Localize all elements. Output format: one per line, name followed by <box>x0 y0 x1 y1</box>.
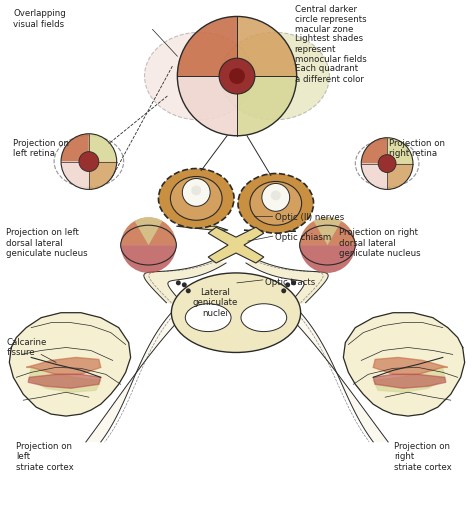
Wedge shape <box>121 245 176 273</box>
Wedge shape <box>361 164 387 189</box>
Circle shape <box>285 282 290 287</box>
Text: Projection on left
dorsal lateral
geniculate nucleus: Projection on left dorsal lateral genicu… <box>6 228 88 258</box>
Wedge shape <box>237 76 297 136</box>
Ellipse shape <box>250 181 301 225</box>
Polygon shape <box>176 226 228 230</box>
Polygon shape <box>373 367 445 392</box>
Text: Lightest shades
represent
monocular fields: Lightest shades represent monocular fiel… <box>295 35 366 64</box>
Circle shape <box>281 288 286 293</box>
Circle shape <box>186 288 191 293</box>
Ellipse shape <box>170 176 222 220</box>
Ellipse shape <box>241 304 287 332</box>
Polygon shape <box>343 313 465 416</box>
Circle shape <box>271 190 281 200</box>
Wedge shape <box>387 164 413 189</box>
Polygon shape <box>208 227 264 263</box>
Polygon shape <box>373 374 446 388</box>
Polygon shape <box>86 313 186 442</box>
Wedge shape <box>313 217 341 245</box>
Text: Projection on
right
striate cortex: Projection on right striate cortex <box>394 442 452 472</box>
Circle shape <box>176 280 181 286</box>
Wedge shape <box>387 138 413 164</box>
Wedge shape <box>177 16 237 76</box>
Wedge shape <box>89 162 117 189</box>
Text: Projection on
left
striate cortex: Projection on left striate cortex <box>16 442 74 472</box>
Wedge shape <box>61 162 89 189</box>
Circle shape <box>378 155 396 173</box>
Circle shape <box>191 186 201 196</box>
Text: Projection on
left retina: Projection on left retina <box>13 139 69 158</box>
Text: Optic chiasm: Optic chiasm <box>275 233 331 242</box>
Text: Optic tracts: Optic tracts <box>265 278 315 287</box>
Text: Central darker
circle represents
macular zone: Central darker circle represents macular… <box>295 5 366 35</box>
Text: Projection on right
dorsal lateral
geniculate nucleus: Projection on right dorsal lateral genic… <box>339 228 421 258</box>
Ellipse shape <box>185 304 231 332</box>
Polygon shape <box>373 357 448 374</box>
Text: Calcarine
fissure: Calcarine fissure <box>6 337 47 357</box>
Ellipse shape <box>158 168 234 228</box>
Circle shape <box>219 58 255 94</box>
Polygon shape <box>246 260 328 308</box>
Ellipse shape <box>238 174 313 233</box>
Wedge shape <box>121 217 176 245</box>
Polygon shape <box>26 357 101 374</box>
Circle shape <box>291 280 296 286</box>
Circle shape <box>79 152 99 172</box>
Text: Projection on
right retina: Projection on right retina <box>389 139 445 158</box>
Circle shape <box>229 68 245 84</box>
Polygon shape <box>29 367 101 392</box>
Ellipse shape <box>172 273 301 353</box>
Ellipse shape <box>220 32 329 120</box>
Wedge shape <box>61 134 89 162</box>
Text: Optic (II) nerves: Optic (II) nerves <box>275 213 344 222</box>
Wedge shape <box>177 76 237 136</box>
Polygon shape <box>144 260 226 308</box>
Wedge shape <box>300 217 356 245</box>
Wedge shape <box>300 245 356 273</box>
Polygon shape <box>244 230 296 231</box>
Polygon shape <box>286 313 388 442</box>
Circle shape <box>182 282 187 287</box>
Wedge shape <box>361 138 387 164</box>
Circle shape <box>182 178 210 207</box>
Text: Each quadrant
a different color: Each quadrant a different color <box>295 64 364 84</box>
Polygon shape <box>9 313 131 416</box>
Circle shape <box>262 184 290 211</box>
Text: Lateral
geniculate
nuclei: Lateral geniculate nuclei <box>192 288 238 317</box>
Wedge shape <box>135 217 163 245</box>
Polygon shape <box>28 374 101 388</box>
Wedge shape <box>237 16 297 76</box>
Ellipse shape <box>145 32 254 120</box>
Text: Overlapping
visual fields: Overlapping visual fields <box>13 9 66 29</box>
Wedge shape <box>89 134 117 162</box>
